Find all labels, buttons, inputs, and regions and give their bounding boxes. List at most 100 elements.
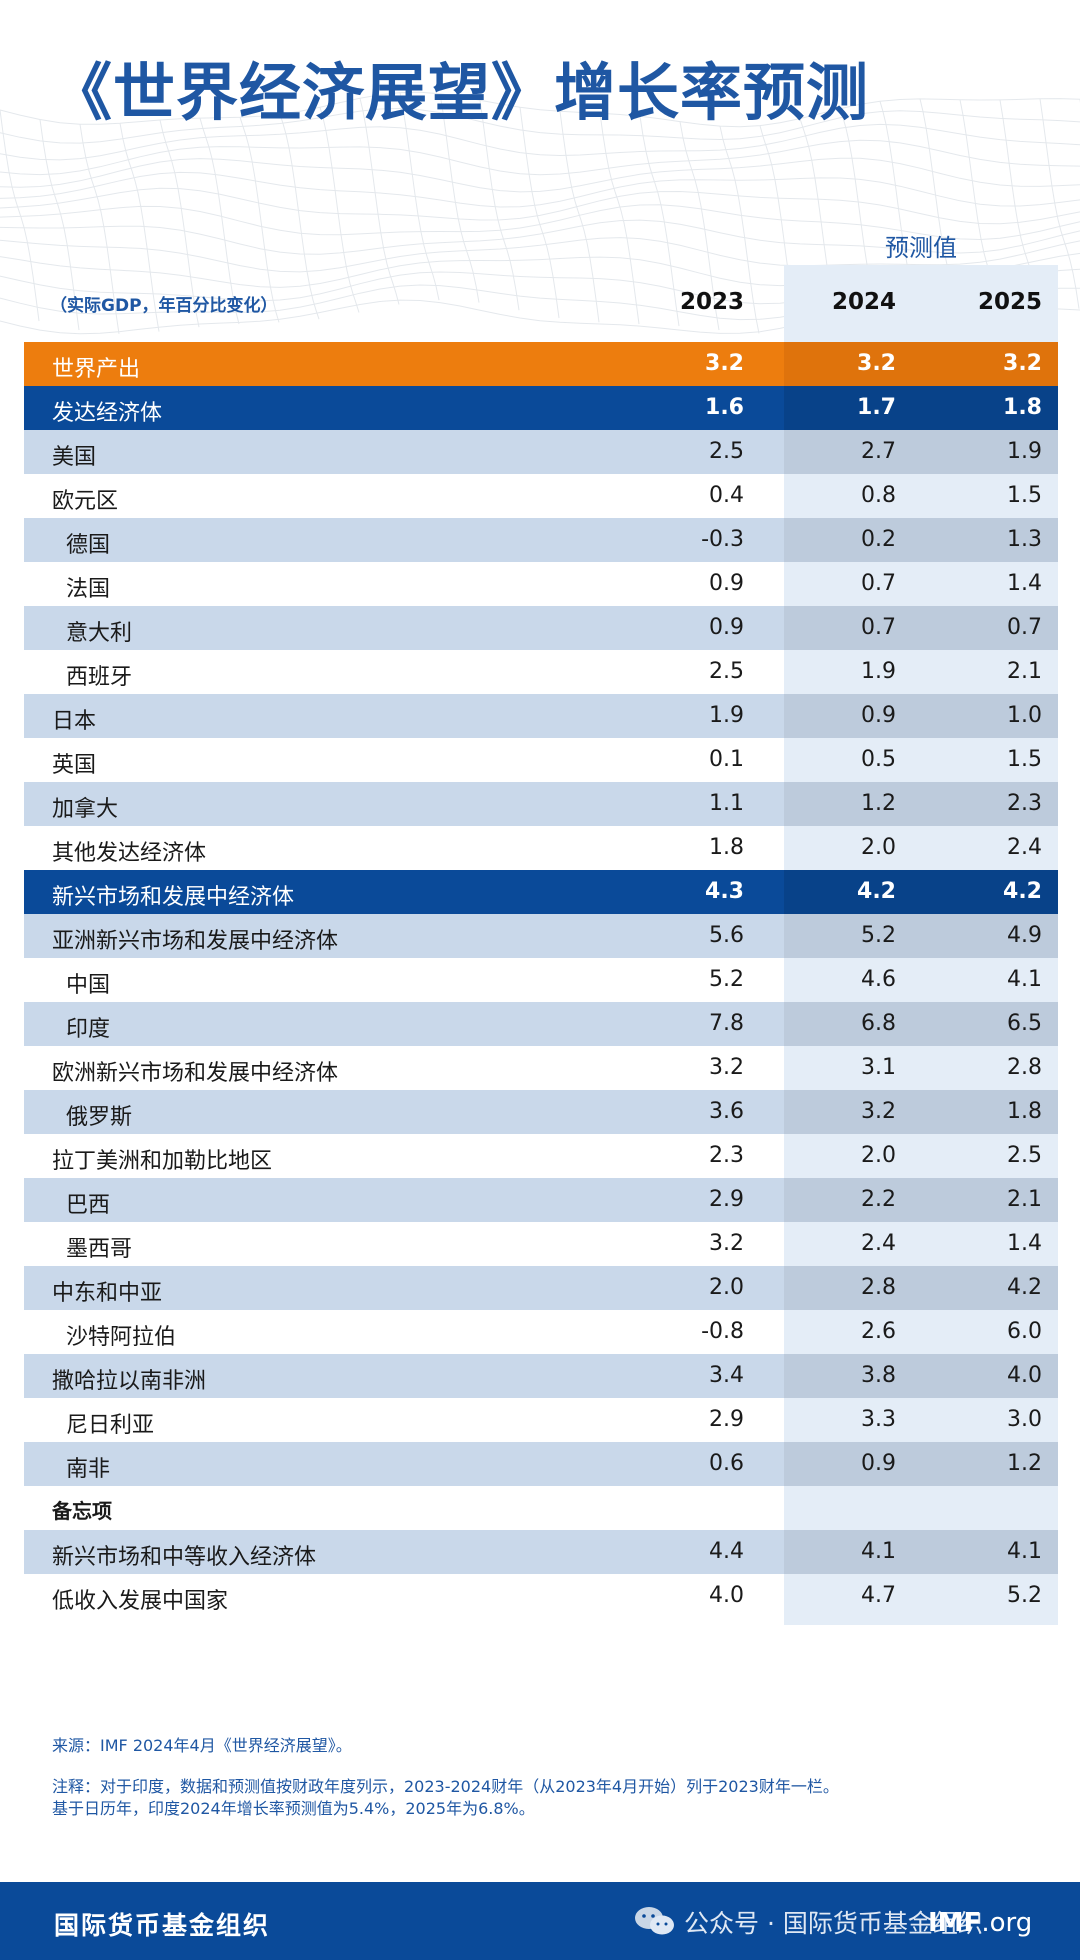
row-label: 俄罗斯 — [66, 1105, 133, 1130]
mesh-line — [119, 123, 160, 332]
forecast-cell-shade — [784, 518, 1058, 562]
row-label: 低收入发展中国家 — [52, 1589, 229, 1614]
table-row: 南非 0.6 0.9 1.2 — [24, 1442, 1058, 1486]
cell-2024: 1.9 — [861, 659, 896, 684]
table-row: 加拿大 1.1 1.2 2.3 — [24, 782, 1058, 826]
cell-2024: 3.8 — [861, 1363, 896, 1388]
cell-2025: 2.1 — [1007, 659, 1042, 684]
forecast-cell-shade — [784, 1178, 1058, 1222]
cell-2023: 0.4 — [709, 483, 744, 508]
cell-2025: 1.3 — [1007, 527, 1042, 552]
cell-2023: 1.1 — [709, 791, 744, 816]
cell-2024: 3.3 — [861, 1407, 896, 1432]
cell-2023: 3.6 — [709, 1099, 744, 1124]
forecast-cell-shade — [784, 1002, 1058, 1046]
cell-2024: 2.4 — [861, 1231, 896, 1256]
cell-2025: 2.5 — [1007, 1143, 1042, 1168]
cell-2024: 3.2 — [857, 351, 896, 376]
cell-2023: 7.8 — [709, 1011, 744, 1036]
mesh-line — [159, 119, 200, 328]
cell-2025: 1.2 — [1007, 1451, 1042, 1476]
cell-2023: 1.8 — [709, 835, 744, 860]
cell-2024: 3.1 — [861, 1055, 896, 1080]
mesh-line — [0, 123, 1080, 161]
cell-2024: 2.0 — [861, 835, 896, 860]
row-label: 欧元区 — [52, 489, 119, 514]
mesh-line — [0, 157, 1080, 193]
cell-2023: 5.6 — [709, 923, 744, 948]
wechat-icon — [635, 1907, 674, 1935]
cell-2024: 2.0 — [861, 1143, 896, 1168]
cell-2024: 4.2 — [857, 879, 896, 904]
table-row: 美国 2.5 2.7 1.9 — [24, 430, 1058, 474]
mesh-line — [319, 107, 360, 313]
memo-section-header: 备忘项 — [24, 1486, 1058, 1530]
cell-2025: 2.4 — [1007, 835, 1042, 860]
footer-org-name: 国际货币基金组织 — [54, 1911, 271, 1940]
forecast-label: 预测值 — [885, 234, 957, 262]
forecast-cell-shade — [784, 694, 1058, 738]
forecast-cell-shade — [784, 1530, 1058, 1574]
cell-2023: 5.2 — [709, 967, 744, 992]
mesh-line — [359, 98, 400, 305]
forecast-cell-shade — [784, 606, 1058, 650]
cell-2023: 2.0 — [709, 1275, 744, 1300]
cell-2025: 2.8 — [1007, 1055, 1042, 1080]
table-row: 低收入发展中国家 4.0 4.7 5.2 — [24, 1574, 1058, 1618]
table-header: （实际GDP，年百分比变化） 2023 2024 2025 — [24, 285, 1058, 325]
cell-2024: 0.8 — [861, 483, 896, 508]
mesh-line — [0, 91, 1080, 128]
row-label: 亚洲新兴市场和发展中经济体 — [52, 929, 339, 954]
mesh-line — [439, 93, 480, 303]
forecast-cell-shade — [784, 386, 1058, 430]
imf-site-link[interactable]: IMF.org — [928, 1908, 1032, 1938]
cell-2024: 4.1 — [861, 1539, 896, 1564]
forecast-cell-shade — [784, 1442, 1058, 1486]
cell-2024: 2.7 — [861, 439, 896, 464]
source-text: 来源：IMF 2024年4月《世界经济展望》。 — [52, 1736, 352, 1755]
site-bold: IMF — [928, 1908, 982, 1938]
forecast-cell-shade — [784, 342, 1058, 386]
row-label: 南非 — [66, 1457, 111, 1482]
cell-2025: 2.1 — [1007, 1187, 1042, 1212]
year-header-2025: 2025 — [977, 289, 1042, 315]
table-row: 欧元区 0.4 0.8 1.5 — [24, 474, 1058, 518]
growth-table: 世界产出 3.2 3.2 3.2 发达经济体 1.6 1.7 1.8 美国 2.5 2.7 1.9 欧元… — [24, 342, 1058, 1618]
table-row: 拉丁美洲和加勒比地区 2.3 2.0 2.5 — [24, 1134, 1058, 1178]
cell-2024: 2.8 — [861, 1275, 896, 1300]
cell-2024: 2.2 — [861, 1187, 896, 1212]
cell-2023: 1.6 — [705, 395, 744, 420]
row-label: 发达经济体 — [52, 401, 163, 426]
table-row: 德国 -0.3 0.2 1.3 — [24, 518, 1058, 562]
table-row: 墨西哥 3.2 2.4 1.4 — [24, 1222, 1058, 1266]
cell-2024: 0.2 — [861, 527, 896, 552]
cell-2025: 4.2 — [1003, 879, 1042, 904]
cell-2023: -0.3 — [701, 527, 744, 552]
cell-2023: 2.5 — [709, 659, 744, 684]
cell-2023: 0.6 — [709, 1451, 744, 1476]
mesh-line — [0, 171, 1080, 208]
cell-2025: 1.5 — [1007, 483, 1042, 508]
row-label: 日本 — [52, 709, 97, 734]
cell-2023: 3.2 — [709, 1231, 744, 1256]
table-row: 其他发达经济体 1.8 2.0 2.4 — [24, 826, 1058, 870]
table-row: 法国 0.9 0.7 1.4 — [24, 562, 1058, 606]
mesh-line — [1039, 98, 1080, 309]
row-label: 德国 — [66, 533, 111, 558]
notes-text: 注释：对于印度，数据和预测值按财政年度列示，2023-2024财年（从2023年… — [52, 1776, 1042, 1820]
table-row: 意大利 0.9 0.7 0.7 — [24, 606, 1058, 650]
cell-2023: 0.1 — [709, 747, 744, 772]
row-label: 拉丁美洲和加勒比地区 — [52, 1149, 273, 1174]
row-label: 新兴市场和发展中经济体 — [52, 885, 295, 910]
cell-2024: 5.2 — [861, 923, 896, 948]
year-header-2024: 2024 — [831, 289, 896, 315]
table-row: 沙特阿拉伯 -0.8 2.6 6.0 — [24, 1310, 1058, 1354]
cell-2025: 1.4 — [1007, 1231, 1042, 1256]
cell-2025: 2.3 — [1007, 791, 1042, 816]
mesh-line — [0, 107, 1080, 144]
mesh-line — [79, 124, 120, 334]
cell-2025: 4.1 — [1007, 1539, 1042, 1564]
table-row: 新兴市场和发展中经济体 4.3 4.2 4.2 — [24, 870, 1058, 914]
site-rest: .org — [981, 1908, 1033, 1938]
cell-2023: 2.3 — [709, 1143, 744, 1168]
